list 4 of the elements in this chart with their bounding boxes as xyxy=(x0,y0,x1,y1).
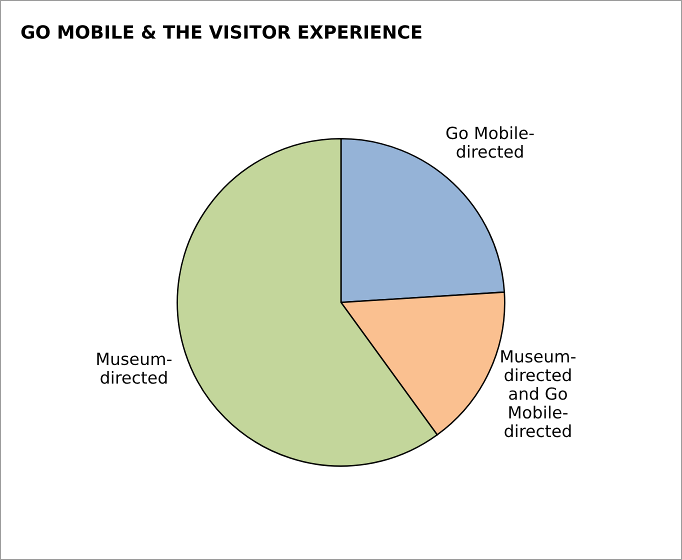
chart-title: GO MOBILE & THE VISITOR EXPERIENCE xyxy=(21,25,422,39)
slice-label: Go Mobile- directed xyxy=(446,126,534,158)
slice-label: Museum- directed and Go Mobile- directed xyxy=(501,350,576,438)
slice-label: Museum- directed xyxy=(97,352,172,384)
